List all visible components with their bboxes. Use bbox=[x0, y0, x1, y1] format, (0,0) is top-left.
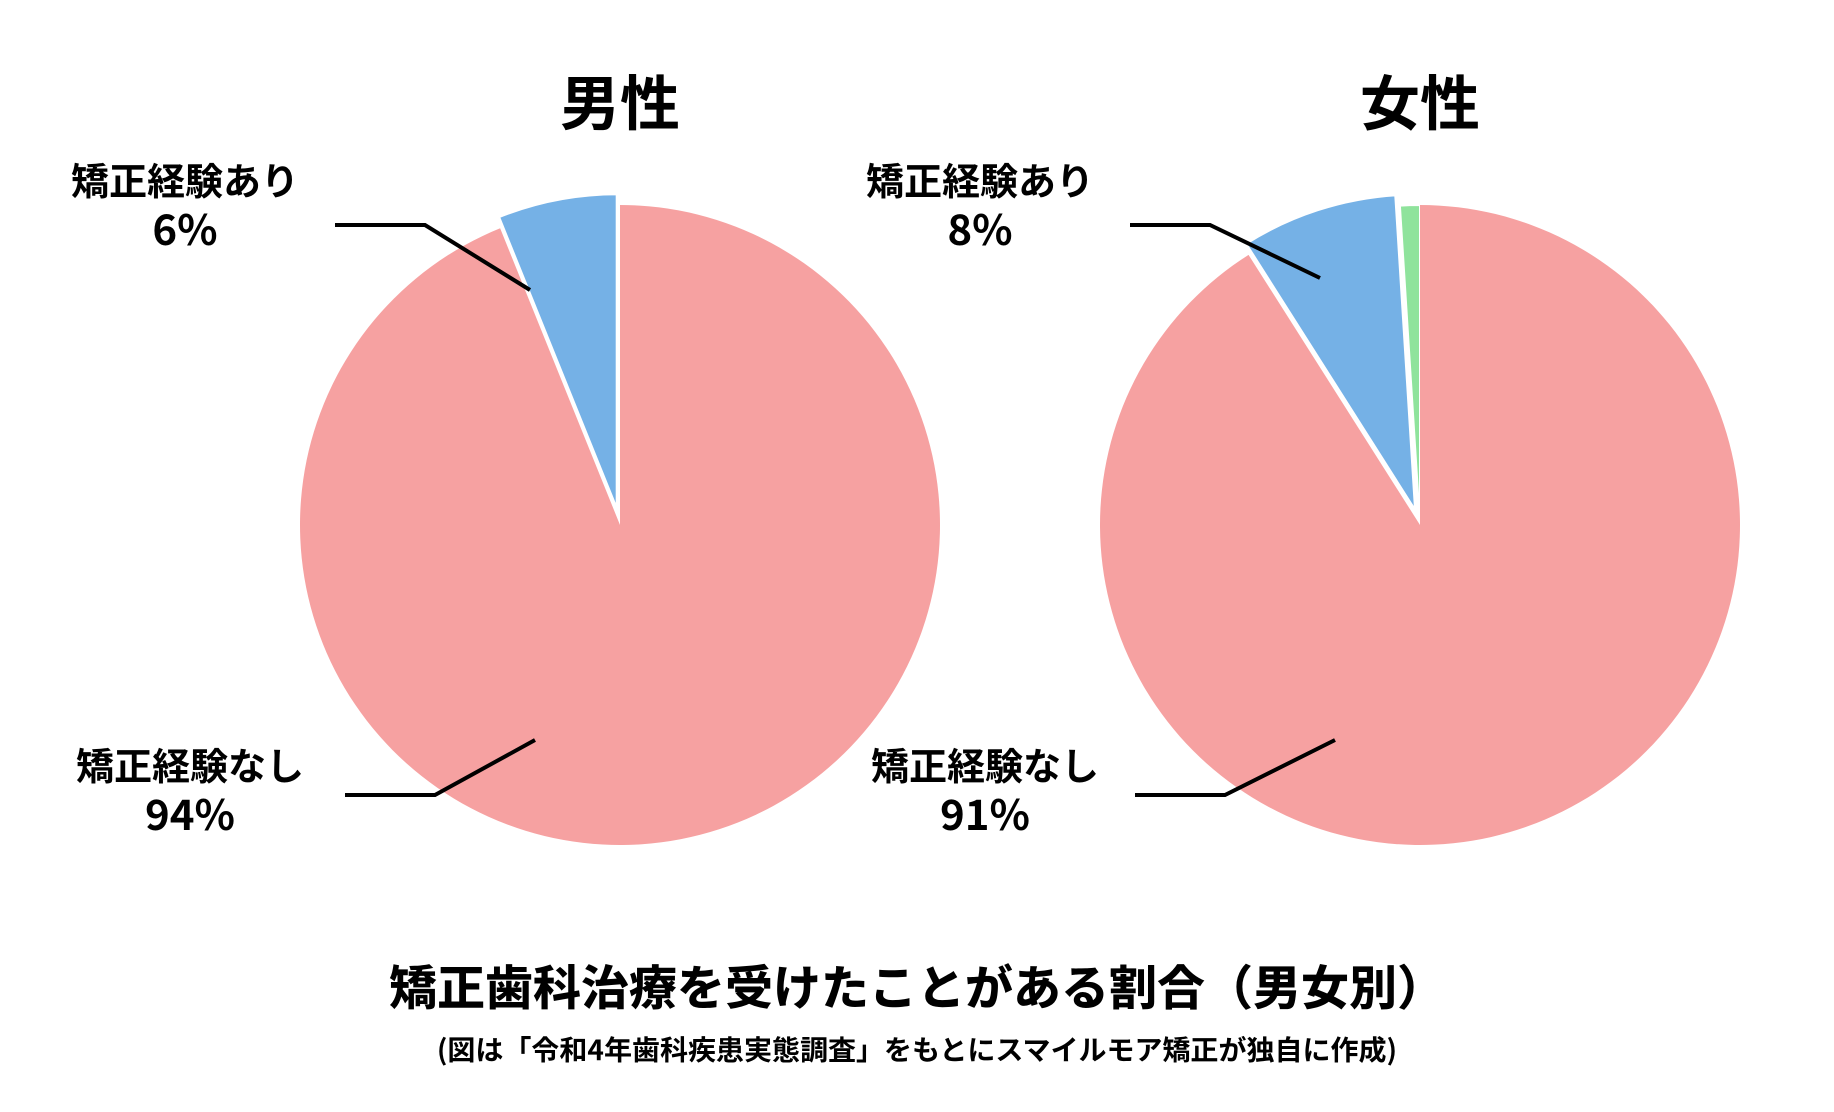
pie-male: 男性矯正経験あり6%矯正経験なし94% bbox=[71, 56, 940, 845]
callout-value-female-1: 91% bbox=[940, 782, 1030, 843]
pie-female: 女性矯正経験あり8%矯正経験なし91% bbox=[866, 56, 1740, 845]
sub-title: (図は「令和4年歯科疾患実態調査」をもとにスマイルモア矯正が独自に作成) bbox=[437, 1029, 1397, 1069]
slice-male-1 bbox=[300, 205, 940, 845]
main-title: 矯正歯科治療を受けたことがある割合（男女別） bbox=[389, 949, 1445, 1019]
callout-value-male-1: 94% bbox=[145, 782, 235, 843]
pie-title-female: 女性 bbox=[1360, 56, 1480, 143]
callout-value-male-0: 6% bbox=[152, 197, 217, 258]
chart-svg: 男性矯正経験あり6%矯正経験なし94%女性矯正経験あり8%矯正経験なし91% 矯正… bbox=[0, 0, 1834, 1112]
slice-female-2 bbox=[1100, 205, 1740, 845]
callout-value-female-0: 8% bbox=[947, 197, 1012, 258]
chart-root: 男性矯正経験あり6%矯正経験なし94%女性矯正経験あり8%矯正経験なし91% 矯正… bbox=[0, 0, 1834, 1112]
pie-title-male: 男性 bbox=[560, 56, 680, 143]
